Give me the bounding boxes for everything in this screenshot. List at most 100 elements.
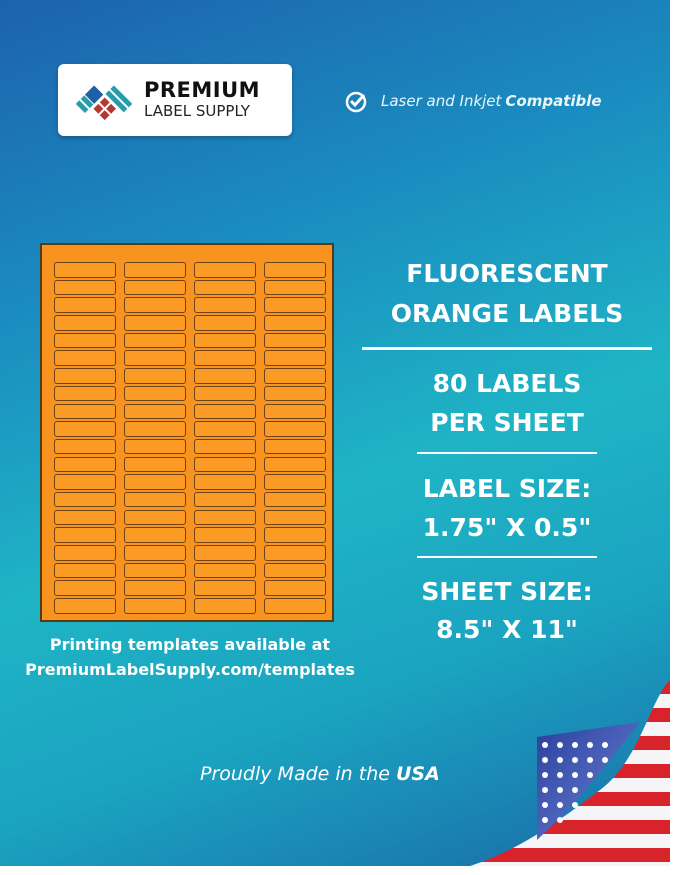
flag-star: [557, 772, 563, 778]
flag-stripe: [470, 862, 670, 866]
label-cell: [194, 368, 256, 384]
flag-star: [572, 757, 578, 763]
label-cell: [264, 545, 326, 561]
label-column: [194, 262, 256, 620]
label-cell: [54, 545, 116, 561]
flag-stripe: [470, 820, 670, 834]
label-column: [264, 262, 326, 620]
flag-star: [572, 772, 578, 778]
title-line-2: ORANGE LABELS: [390, 299, 624, 328]
flag-star: [587, 757, 593, 763]
label-cell: [54, 385, 116, 402]
flag-star: [572, 802, 578, 808]
label-cell: [264, 474, 326, 490]
flag-star: [542, 742, 548, 748]
title-line-1: FLUORESCENT: [406, 259, 608, 288]
label-size-value: 1.75" X 0.5": [422, 513, 592, 542]
label-cell: [264, 297, 326, 313]
label-cell: [194, 262, 256, 278]
label-cell: [264, 315, 326, 331]
label-cell: [264, 509, 326, 526]
flag-stripe: [470, 694, 670, 708]
templates-line-1: Printing templates available at: [49, 635, 331, 654]
label-cell: [194, 403, 256, 419]
flag-stripe: [470, 806, 670, 820]
label-cell: [264, 262, 326, 278]
label-cell: [194, 491, 256, 508]
flag-stars-field: [537, 722, 640, 840]
label-cell: [194, 456, 256, 473]
flag-star: [572, 787, 578, 793]
label-cell: [124, 456, 186, 473]
label-cell: [124, 262, 186, 278]
brand-name: PREMIUM: [144, 78, 261, 102]
label-cell: [194, 315, 256, 331]
label-cell: [54, 474, 116, 490]
label-cell: [124, 279, 186, 296]
flag-star: [557, 757, 563, 763]
flag-star: [602, 757, 608, 763]
flag-star: [542, 802, 548, 808]
compat-bold: Compatible: [505, 92, 602, 110]
flag-star: [587, 742, 593, 748]
label-cell: [264, 279, 326, 296]
label-cell: [264, 598, 326, 614]
divider: [362, 347, 652, 350]
usa-bold: USA: [395, 763, 440, 785]
label-cell: [194, 332, 256, 349]
label-cell: [194, 580, 256, 596]
brand-subname: LABEL SUPPLY: [144, 102, 250, 120]
count-line-2: PER SHEET: [430, 408, 584, 437]
label-cell: [54, 580, 116, 596]
compatibility-note: Laser and Inkjet Compatible: [345, 89, 602, 113]
label-cell: [124, 332, 186, 349]
label-cell: [264, 491, 326, 508]
label-sheet: [40, 243, 334, 622]
flag-star: [572, 742, 578, 748]
product-card: PREMIUM LABEL SUPPLY Laser and Inkjet Com…: [0, 0, 670, 866]
label-cell: [194, 474, 256, 490]
sheet-size-heading: SHEET SIZE:: [421, 577, 593, 606]
brand-logo: PREMIUM LABEL SUPPLY: [58, 64, 292, 136]
divider: [417, 452, 597, 454]
flag-star: [602, 742, 608, 748]
flag-stripe: [470, 834, 670, 848]
flag-star: [557, 817, 563, 823]
label-cell: [124, 598, 186, 614]
check-circle-icon: [345, 91, 367, 113]
label-cell: [54, 368, 116, 384]
compat-text: Laser and Inkjet: [381, 92, 502, 110]
usa-text: Proudly Made in the: [200, 763, 390, 785]
flag-star: [557, 787, 563, 793]
label-cell: [264, 456, 326, 473]
count-line-1: 80 LABELS: [432, 369, 582, 398]
templates-note: Printing templates available at PremiumL…: [0, 632, 380, 682]
label-cell: [124, 315, 186, 331]
made-in-usa: Proudly Made in the USA: [200, 763, 440, 785]
label-cell: [54, 315, 116, 331]
label-cell: [124, 491, 186, 508]
label-cell: [54, 279, 116, 296]
label-cell: [124, 297, 186, 313]
label-size-heading: LABEL SIZE:: [422, 474, 592, 503]
label-cell: [124, 368, 186, 384]
label-cell: [124, 562, 186, 579]
label-cell: [54, 403, 116, 419]
flag-stripe: [470, 680, 670, 694]
sheet-size-value: 8.5" X 11": [436, 615, 578, 644]
label-cell: [54, 438, 116, 455]
label-cell: [54, 421, 116, 437]
label-cell: [194, 350, 256, 366]
label-cell: [54, 598, 116, 614]
label-column: [54, 262, 116, 620]
label-cell: [264, 368, 326, 384]
label-cell: [124, 438, 186, 455]
flag-star: [587, 772, 593, 778]
label-cell: [124, 527, 186, 543]
label-cell: [54, 527, 116, 543]
label-cell: [54, 332, 116, 349]
label-cell: [54, 262, 116, 278]
label-cell: [194, 598, 256, 614]
flag-star: [542, 817, 548, 823]
